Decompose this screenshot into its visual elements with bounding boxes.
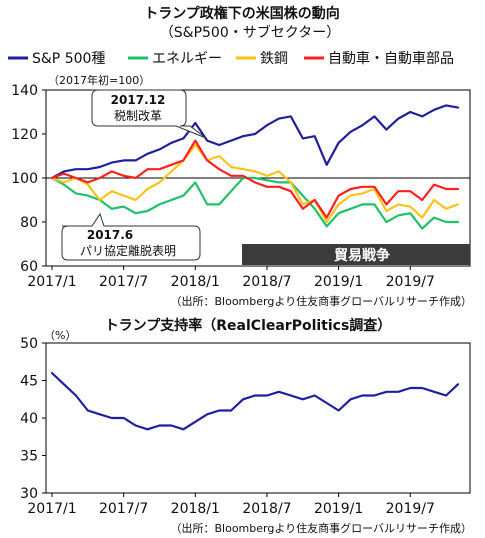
y-tick-label: 120 [11,127,38,143]
series-line-sp500 [50,104,460,180]
x-tick-label: 2018/7 [242,501,291,517]
legend-label-sp500: S&P 500種 [32,51,105,67]
y-tick-label: 50 [20,336,38,352]
legend-label-energy: エネルギー [152,51,222,67]
y-tick-label: 30 [20,486,38,502]
stock-chart: トランプ政権下の米国株の動向 （S&P500・サブセクター） S&P 500種 … [8,5,472,308]
trade-war-band: 貿易戦争 [242,244,470,265]
approval-y-axis: 30 35 40 45 50 [20,336,46,502]
callout-tax-reform-date: 2017.12 [111,93,166,107]
stock-chart-title: トランプ政権下の米国株の動向 [144,5,340,22]
series-line-energy [50,176,460,230]
x-tick-label: 2017/7 [99,274,148,290]
callout-paris: 2017.6 パリ協定離脱表明 [61,212,201,261]
approval-x-axis: 2017/1 2017/7 2018/1 2018/7 2019/1 2019/7 [27,493,435,517]
callout-paris-box [61,212,201,261]
x-tick-label: 2017/7 [99,501,148,517]
approval-chart-title: トランプ支持率（RealClearPolitics調査） [105,317,392,334]
x-tick-label: 2019/7 [386,274,435,290]
series-line-steel [50,143,460,224]
x-tick-label: 2019/1 [314,501,363,517]
series-line-auto [50,139,460,219]
legend-label-auto: 自動車・自動車部品 [328,50,454,67]
approval-series [50,371,460,431]
y-tick-label: 60 [20,259,38,275]
stock-series [50,104,460,230]
stock-chart-subtitle: （S&P500・サブセクター） [160,24,340,41]
series-line-approval [50,371,460,431]
x-tick-label: 2018/1 [171,274,220,290]
trade-war-label: 貿易戦争 [334,247,390,264]
stock-source: （出所：Bloombergより住友商事グローバルリサーチ作成） [170,294,472,308]
stock-x-axis: 2017/1 2017/7 2018/1 2018/7 2019/1 2019/7 [27,266,435,290]
callout-tax-reform: 2017.12 税制改革 [91,89,207,139]
x-tick-label: 2019/1 [314,274,363,290]
approval-chart: トランプ支持率（RealClearPolitics調査） （%） 30 35 40 4… [20,317,472,535]
y-tick-label: 140 [11,83,38,99]
stock-y-axis: 60 80 100 120 140 [11,83,46,275]
stock-unit-label: （2017年初=100） [48,73,150,87]
approval-unit-label: （%） [44,329,76,342]
x-tick-label: 2017/1 [27,501,76,517]
callout-paris-date: 2017.6 [87,228,133,242]
y-tick-label: 80 [20,215,38,231]
callout-tax-reform-box [91,89,207,139]
y-tick-label: 45 [20,374,38,390]
trade-war-box [242,244,470,265]
approval-source: （出所：Bloombergより住友商事グローバルリサーチ作成） [170,521,472,535]
x-tick-label: 2019/7 [386,501,435,517]
stock-legend: S&P 500種 エネルギー 鉄鋼 自動車・自動車部品 [8,50,454,67]
legend-label-steel: 鉄鋼 [260,51,288,67]
x-tick-label: 2018/7 [242,274,291,290]
y-tick-label: 35 [20,449,38,465]
y-tick-label: 40 [20,411,38,427]
callout-tax-reform-label: 税制改革 [114,109,162,123]
x-tick-label: 2018/1 [171,501,220,517]
x-tick-label: 2017/1 [27,274,76,290]
callout-paris-label: パリ協定離脱表明 [80,243,176,258]
y-tick-label: 100 [11,171,38,187]
